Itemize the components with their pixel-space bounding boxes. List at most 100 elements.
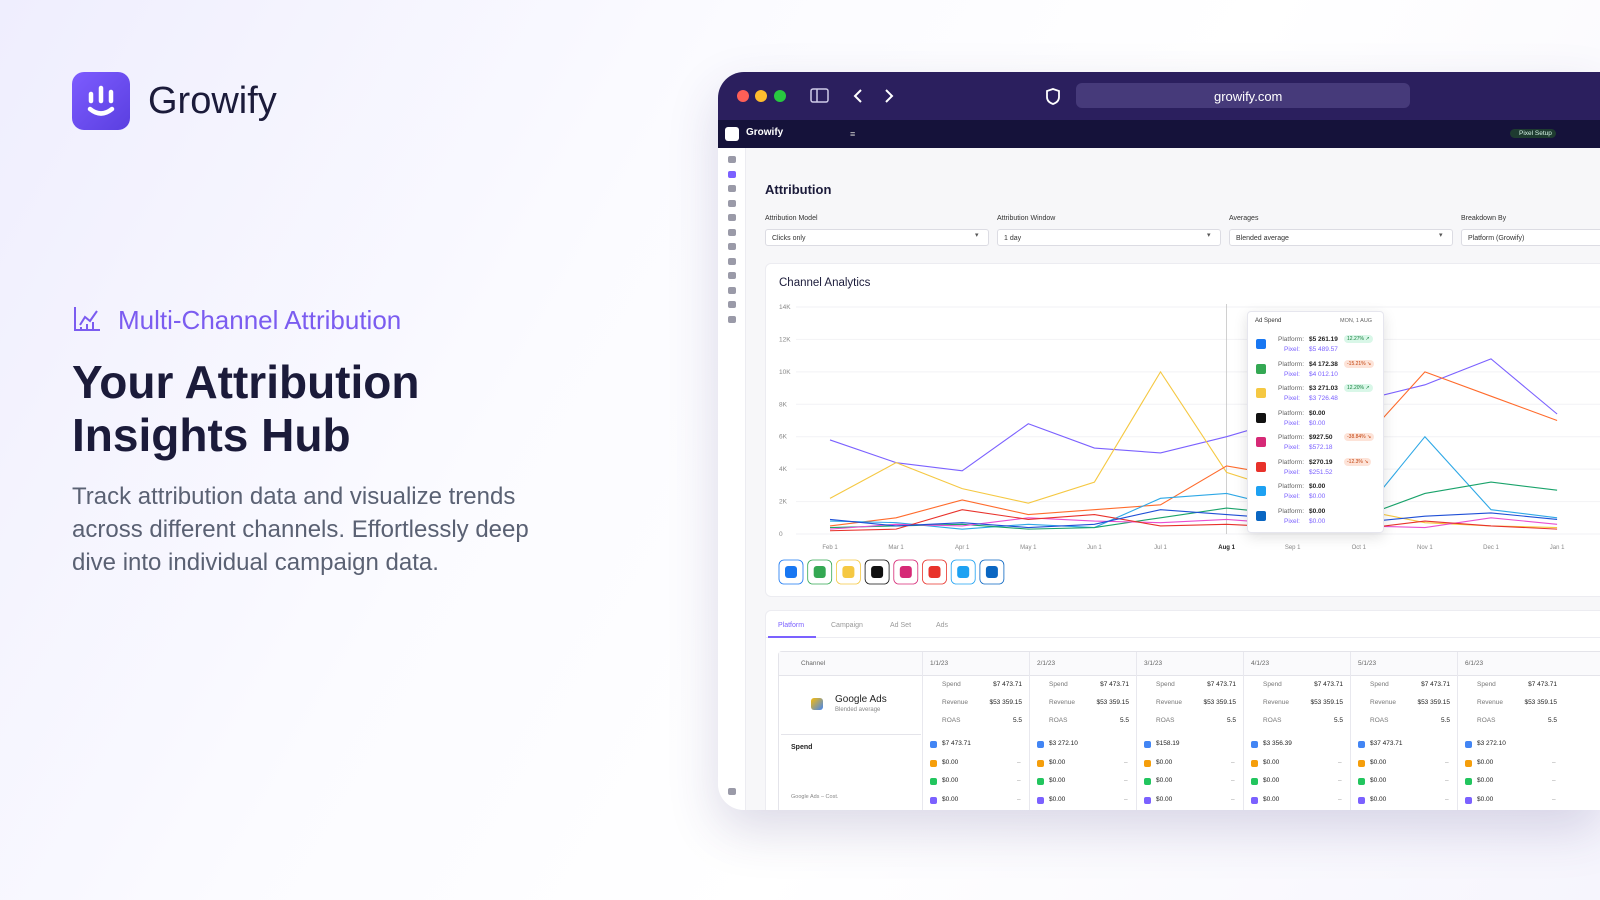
- date-header: 2/1/23: [1037, 660, 1056, 667]
- pixel-setup[interactable]: Pixel Setup: [1510, 129, 1556, 138]
- metric-label: ROAS: [1370, 717, 1389, 724]
- tab[interactable]: Campaign: [831, 622, 863, 629]
- platform-value: $0.00: [1309, 483, 1326, 490]
- legend-glyph: [957, 566, 970, 578]
- platform-icon: [1256, 437, 1266, 447]
- filter-select[interactable]: 1 day: [997, 229, 1221, 246]
- metric-value: $7 473.71: [1207, 681, 1236, 688]
- filter-select[interactable]: Clicks only: [765, 229, 989, 246]
- dash: –: [1445, 795, 1449, 803]
- source-icon: [1358, 741, 1365, 748]
- app-logo: [725, 127, 739, 141]
- metric-label: Revenue: [1263, 699, 1290, 706]
- menu-icon[interactable]: ≡: [850, 129, 856, 139]
- dash: –: [1124, 795, 1128, 803]
- source-icon: [1251, 778, 1258, 785]
- nav-icon[interactable]: [728, 170, 736, 178]
- legend-glyph: [985, 566, 998, 578]
- nav-icon[interactable]: [728, 301, 736, 308]
- source-icon: [1144, 778, 1151, 785]
- tab[interactable]: Ad Set: [890, 622, 912, 629]
- metric-value: $53 359.15: [1524, 699, 1557, 706]
- table: Channel Google Ads Blended average Spend Goo…: [778, 651, 1600, 810]
- metric-value: $53 359.15: [1417, 699, 1450, 706]
- metric-value: 5.5: [1012, 717, 1022, 724]
- metric-value: $7 473.71: [993, 681, 1022, 688]
- column-divider: [1136, 652, 1137, 810]
- tooltip-date: MON, 1 AUG: [1340, 318, 1373, 324]
- series-line: [829, 481, 1558, 530]
- tab-underline: [766, 637, 1600, 638]
- y-tick-label: 12K: [779, 336, 791, 343]
- filter-select[interactable]: Blended average: [1229, 229, 1453, 246]
- source-icon: [1144, 741, 1151, 748]
- metric-label: ROAS: [1263, 717, 1282, 724]
- dash: –: [1124, 758, 1128, 766]
- filter-select[interactable]: Platform (Growify): [1461, 229, 1600, 246]
- metric-label: Spend: [942, 681, 961, 688]
- metric-label: Revenue: [1477, 699, 1504, 706]
- source-icon: [1465, 796, 1472, 804]
- tab[interactable]: Platform: [778, 622, 805, 629]
- legend-glyph: [785, 566, 797, 578]
- platform-icon: [1256, 388, 1266, 398]
- nav-icon[interactable]: [728, 214, 736, 221]
- detail-label: Spend: [791, 744, 813, 751]
- nav-icon[interactable]: [728, 257, 736, 265]
- metric-value: 5.5: [1119, 717, 1129, 724]
- y-tick-label: 2K: [779, 499, 788, 506]
- series-line: [829, 370, 1558, 529]
- platform-icon: [1256, 412, 1266, 423]
- metric-label: ROAS: [1049, 717, 1068, 724]
- detail-value: $0.00: [1477, 777, 1494, 784]
- nav-icon[interactable]: [728, 272, 736, 279]
- nav-icon[interactable]: [728, 788, 736, 795]
- platform-label: Platform:: [1278, 336, 1305, 343]
- nav-icon[interactable]: [728, 185, 736, 192]
- pixel-label: Pixel:: [1284, 468, 1300, 476]
- nav-icon[interactable]: [728, 156, 736, 163]
- detail-footer: Google Ads – Cost.: [791, 794, 839, 800]
- source-icon: [930, 796, 937, 804]
- source-icon: [930, 759, 937, 767]
- page-title: Attribution: [765, 182, 832, 197]
- group-sub: Blended average: [835, 707, 881, 713]
- nav-icon[interactable]: [728, 315, 736, 323]
- nav-icon[interactable]: [728, 243, 736, 250]
- platform-value: $270.19: [1309, 458, 1333, 466]
- google-ads-logo: [811, 698, 823, 710]
- source-icon: [1037, 759, 1044, 767]
- date-header: 1/1/23: [930, 660, 949, 667]
- metric-value: $7 473.71: [1421, 681, 1450, 688]
- column-divider: [922, 652, 923, 810]
- platform-value: $4 172.38: [1309, 360, 1338, 368]
- x-tick-label: Oct 1: [1352, 545, 1367, 551]
- platform-label: Platform:: [1278, 434, 1305, 441]
- pixel-label: Pixel:: [1284, 346, 1300, 353]
- metric-label: Revenue: [942, 699, 969, 706]
- metric-label: ROAS: [942, 717, 961, 724]
- change-badge: -38.84% ↘: [1344, 433, 1375, 441]
- platform-value: $0.00: [1309, 507, 1326, 515]
- nav-icon[interactable]: [728, 286, 736, 294]
- url-bar[interactable]: [1076, 83, 1410, 108]
- source-icon: [1465, 759, 1472, 767]
- platform-value: $3 271.03: [1309, 385, 1338, 392]
- feature-icon: [74, 307, 100, 331]
- source-icon: [930, 778, 937, 785]
- nav-icon[interactable]: [728, 199, 736, 207]
- dash: –: [1338, 758, 1342, 766]
- detail-value: $0.00: [1370, 758, 1387, 766]
- metric-value: $53 359.15: [1096, 699, 1129, 706]
- date-header: 4/1/23: [1251, 660, 1270, 667]
- detail-value: $3 356.39: [1263, 740, 1292, 747]
- nav-icon[interactable]: [728, 228, 736, 236]
- tab[interactable]: Ads: [936, 622, 949, 629]
- source-icon: [1251, 796, 1258, 804]
- x-tick-label: Jul 1: [1154, 545, 1167, 551]
- detail-value: $0.00: [1263, 795, 1280, 803]
- detail-value: $0.00: [1156, 758, 1173, 766]
- column-divider: [1243, 652, 1244, 810]
- browser-window: growify.com Growify ≡ Pixel Setup Attrib…: [718, 72, 1600, 810]
